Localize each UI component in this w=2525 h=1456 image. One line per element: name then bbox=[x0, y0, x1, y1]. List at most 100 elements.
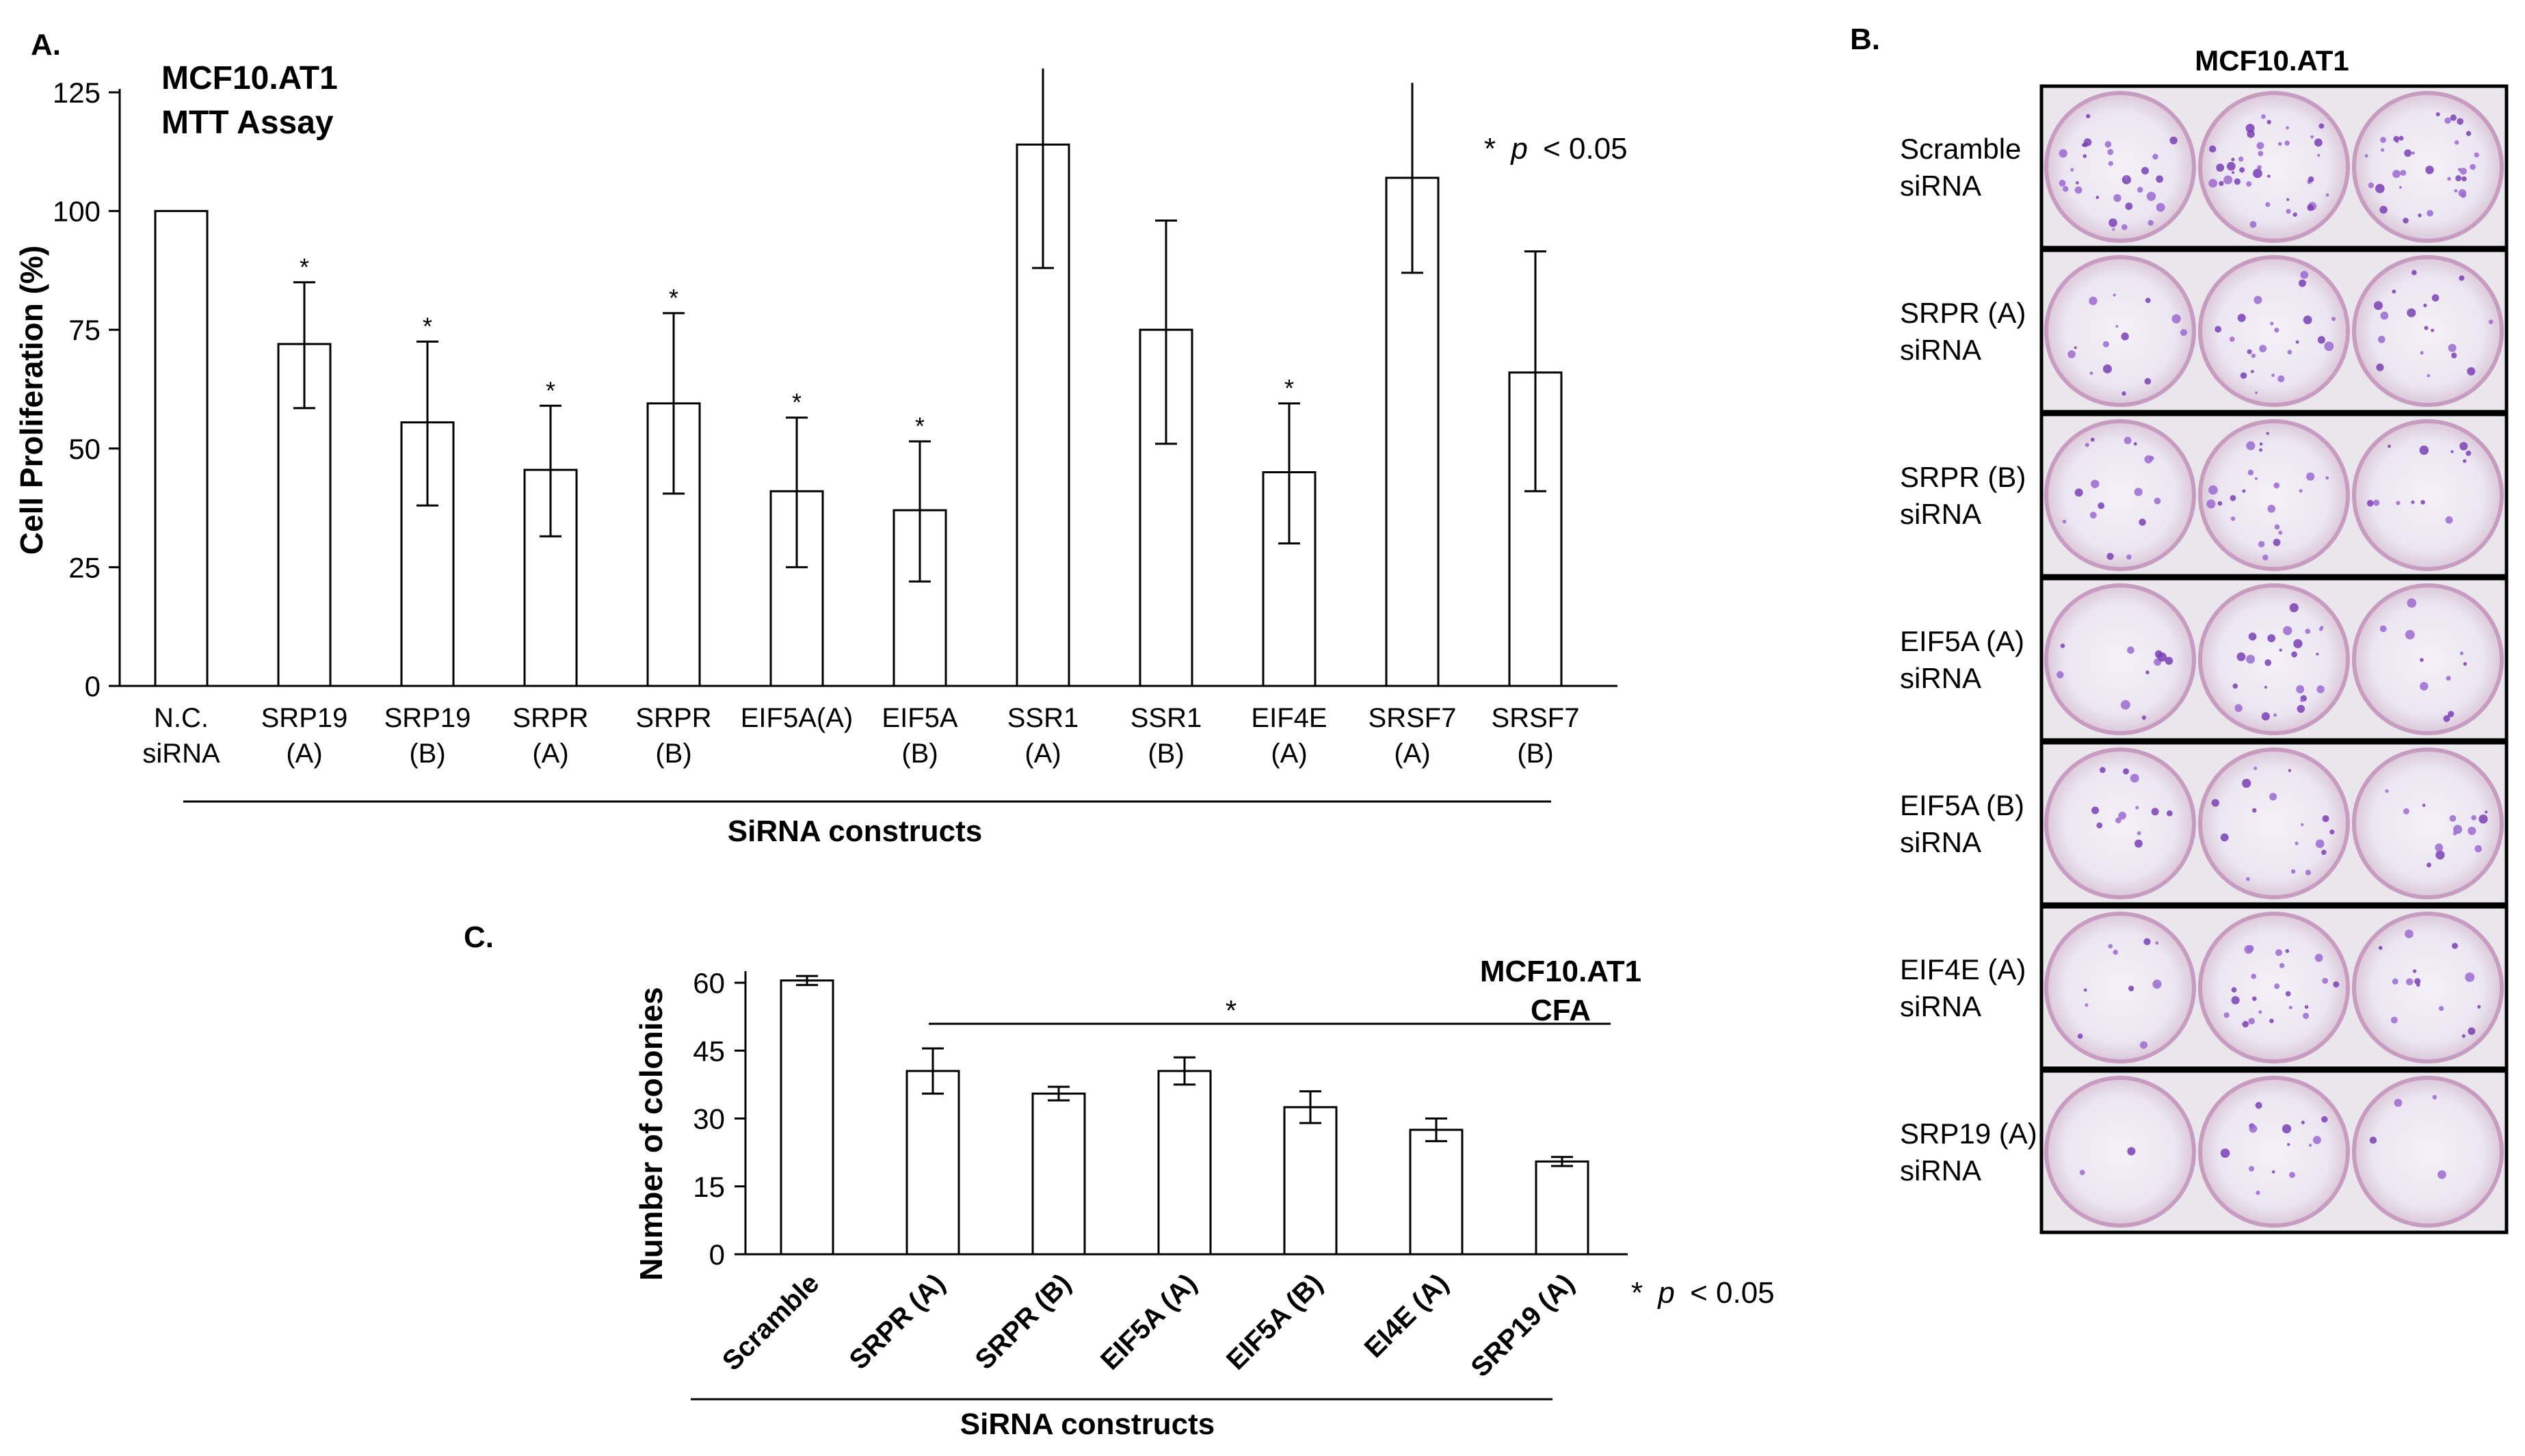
colony-dot bbox=[2125, 202, 2133, 210]
colony-dot bbox=[2256, 1191, 2260, 1195]
panel-a-significance-star: * bbox=[792, 388, 802, 416]
colony-dot bbox=[2265, 202, 2271, 207]
panel-a-y-tick-label: 25 bbox=[68, 551, 101, 583]
colony-dot bbox=[2261, 114, 2266, 119]
colony-dot bbox=[2419, 445, 2429, 455]
panel-a-x-tick-label: N.C. bbox=[154, 703, 209, 733]
colony-dot bbox=[2420, 351, 2424, 355]
colony-dot bbox=[2404, 149, 2412, 157]
colony-dot bbox=[2422, 804, 2426, 807]
colony-dot bbox=[2234, 178, 2241, 185]
plate-well bbox=[2198, 583, 2350, 735]
colony-dot bbox=[2467, 367, 2476, 375]
colony-dot bbox=[2431, 328, 2435, 332]
plate-row-label-line1: SRPR (B) bbox=[1900, 461, 2026, 493]
colony-dot bbox=[2373, 301, 2383, 310]
colony-dot bbox=[2314, 953, 2323, 962]
colony-dot bbox=[2108, 944, 2113, 949]
colony-dot bbox=[2420, 682, 2429, 691]
colony-dot bbox=[2074, 346, 2077, 349]
colony-dot bbox=[2411, 500, 2415, 504]
colony-dot bbox=[2463, 459, 2467, 463]
colony-dot bbox=[2238, 156, 2244, 162]
colony-dot bbox=[2123, 768, 2130, 775]
colony-dot bbox=[2295, 340, 2299, 344]
colony-dot bbox=[2437, 1170, 2446, 1179]
colony-dot bbox=[2289, 1172, 2296, 1178]
colony-dot bbox=[2261, 712, 2270, 721]
colony-dot bbox=[2247, 349, 2252, 354]
colony-dot bbox=[2090, 437, 2095, 442]
colony-dot bbox=[2086, 114, 2091, 119]
colony-dot bbox=[2083, 988, 2087, 992]
colony-dot bbox=[2286, 126, 2290, 130]
colony-dot bbox=[2287, 349, 2292, 355]
colony-dot bbox=[2474, 152, 2479, 158]
colony-dot bbox=[2269, 793, 2277, 801]
colony-dot bbox=[2385, 789, 2389, 793]
colony-dot bbox=[2171, 314, 2181, 323]
colony-dot bbox=[2264, 659, 2272, 666]
colony-dot bbox=[2329, 829, 2335, 834]
plate-well bbox=[2044, 419, 2196, 571]
colony-dot bbox=[2057, 671, 2064, 678]
colony-dot bbox=[2286, 198, 2290, 201]
colony-dot bbox=[2380, 311, 2389, 320]
colony-dot bbox=[2452, 942, 2458, 949]
panel-a-mtt-chart: A. MCF10.AT1 MTT Assay * p < 0.05 Cell P… bbox=[14, 28, 1628, 848]
colony-dot bbox=[2242, 778, 2251, 788]
colony-dot bbox=[2145, 670, 2150, 674]
colony-dot bbox=[2306, 472, 2315, 481]
colony-dot bbox=[2318, 627, 2323, 631]
colony-dot bbox=[2449, 815, 2457, 822]
panel-a-x-tick-label: siRNA bbox=[142, 739, 220, 769]
colony-dot bbox=[2239, 167, 2245, 173]
colony-dot bbox=[2257, 165, 2262, 170]
colony-dot bbox=[2242, 1020, 2249, 1028]
colony-dot bbox=[2366, 499, 2374, 507]
colony-dot bbox=[2231, 157, 2235, 161]
colony-dot bbox=[2322, 815, 2329, 823]
panel-a-x-tick-label: SSR1 bbox=[1131, 703, 1202, 733]
colony-dot bbox=[2236, 652, 2246, 661]
colony-dot bbox=[2270, 321, 2274, 326]
colony-dot bbox=[2121, 391, 2126, 396]
colony-dot bbox=[2420, 500, 2425, 505]
colony-dot bbox=[2139, 518, 2146, 526]
panel-c-x-tick-label: SRPR (A) bbox=[844, 1268, 951, 1375]
panel-c-x-tick-label: Scramble bbox=[717, 1268, 825, 1376]
colony-dot bbox=[2283, 626, 2292, 635]
panel-a-bar bbox=[523, 468, 578, 687]
plate-well bbox=[2044, 583, 2196, 735]
panel-c-bar bbox=[1535, 1160, 1589, 1256]
colony-dot bbox=[2369, 1136, 2377, 1144]
colony-dot bbox=[2247, 130, 2255, 138]
panel-b-label: B. bbox=[1850, 23, 1880, 56]
colony-dot bbox=[2308, 1143, 2312, 1147]
colony-dot bbox=[2249, 1124, 2258, 1133]
colony-dot bbox=[2301, 1120, 2305, 1124]
plate-well bbox=[2352, 747, 2504, 899]
panel-a-bar bbox=[769, 490, 824, 687]
colony-dot bbox=[2411, 269, 2417, 276]
panel-c-x-tick-label: EI4E (A) bbox=[1359, 1268, 1455, 1364]
colony-dot bbox=[2237, 313, 2246, 322]
panel-c-y-tick-label: 60 bbox=[693, 967, 725, 999]
colony-dot bbox=[2264, 685, 2268, 689]
colony-dot bbox=[2113, 194, 2121, 202]
colony-dot bbox=[2274, 524, 2280, 530]
colony-dot bbox=[2102, 364, 2112, 373]
panel-c-bar bbox=[1283, 1106, 1338, 1256]
colony-dot bbox=[2400, 170, 2407, 176]
panel-a-significance-star: * bbox=[546, 376, 555, 404]
colony-dot bbox=[2314, 138, 2323, 147]
colony-dot bbox=[2455, 175, 2462, 182]
colony-dot bbox=[2091, 806, 2100, 815]
colony-dot bbox=[2251, 353, 2256, 358]
colony-dot bbox=[2144, 455, 2153, 464]
colony-dot bbox=[2219, 181, 2224, 186]
panel-a-x-tick-label: (A) bbox=[1024, 739, 1061, 769]
colony-dot bbox=[2234, 704, 2243, 713]
colony-dot bbox=[2075, 181, 2079, 185]
